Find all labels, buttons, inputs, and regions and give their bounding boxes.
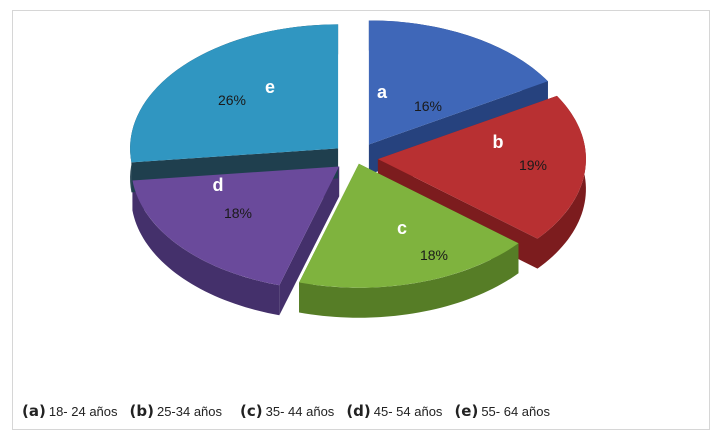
legend-text-a: 18- 24 años (48, 404, 118, 419)
slice-label-c: c (397, 218, 407, 238)
legend-text-d: 45- 54 años (373, 404, 443, 419)
legend-item-b: (b) 25-34 años (130, 402, 223, 420)
slice-d (132, 166, 340, 286)
slice-labels: a 16% b 19% c 18% d 18% e 26% (213, 77, 548, 263)
legend: (a) 18- 24 años (b) 25-34 años (c) 35- 4… (22, 402, 712, 426)
legend-item-d: (d) 45- 54 años (346, 402, 442, 420)
slice-b (377, 95, 586, 239)
slice-percent-a: 16% (414, 98, 442, 114)
slice-tops (130, 20, 586, 288)
slice-label-a: a (377, 82, 388, 102)
slice-label-e: e (265, 77, 275, 97)
slice-percent-b: 19% (519, 157, 547, 173)
slice-percent-c: 18% (420, 247, 448, 263)
legend-key-d: (d) (346, 402, 371, 420)
slice-label-b: b (493, 132, 504, 152)
slice-side-d (132, 180, 280, 316)
slice-c (299, 163, 519, 288)
legend-item-e: (e) 55- 64 años (454, 402, 550, 420)
slice-percent-e: 26% (218, 92, 246, 108)
legend-key-b: (b) (129, 402, 154, 420)
slice-percent-d: 18% (224, 205, 252, 221)
slice-edge-d-0 (279, 166, 340, 316)
legend-item-a: (a) 18- 24 años (22, 402, 118, 420)
legend-text-e: 55- 64 años (481, 404, 550, 419)
slice-side-c (299, 243, 519, 318)
legend-text-b: 25-34 años (156, 404, 223, 419)
legend-text-c: 35- 44 años (265, 404, 335, 419)
slice-label-d: d (213, 175, 224, 195)
legend-key-a: (a) (22, 402, 46, 420)
legend-key-e: (e) (454, 402, 479, 420)
slice-a (368, 20, 548, 145)
legend-item-c: (c) 35- 44 años (240, 402, 334, 420)
legend-key-c: (c) (240, 402, 263, 420)
slice-e (130, 24, 339, 163)
